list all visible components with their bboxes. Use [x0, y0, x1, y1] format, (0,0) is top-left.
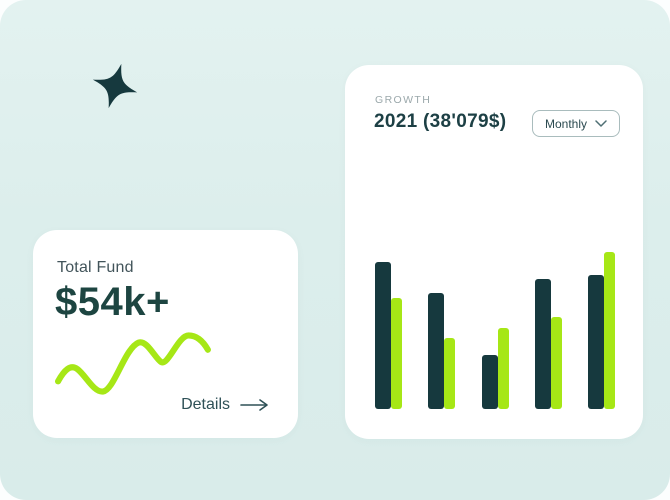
total-fund-card: Total Fund $54k+ Details: [33, 230, 298, 438]
bar-group-g1: [375, 262, 402, 409]
details-label: Details: [181, 396, 230, 413]
arrow-right-icon: [240, 399, 268, 411]
bar-dark-g3: [481, 355, 498, 409]
bar-lime-g3: [497, 328, 509, 409]
growth-bar-chart: [375, 249, 615, 409]
growth-eyebrow: GROWTH: [375, 94, 432, 106]
bar-group-g3: [481, 328, 509, 409]
bar-dark-g2: [428, 293, 445, 409]
bar-group-g4: [534, 279, 562, 409]
details-link[interactable]: Details: [181, 396, 270, 414]
bar-lime-g1: [391, 298, 402, 409]
total-fund-value: $54k+: [55, 280, 170, 324]
period-dropdown[interactable]: Monthly: [531, 110, 620, 137]
bar-lime-g2: [444, 338, 456, 409]
fund-sparkline-chart: [55, 332, 211, 395]
sparkle-icon: [92, 63, 138, 109]
bar-dark-g1: [375, 262, 391, 409]
bar-dark-g5: [588, 275, 604, 409]
chevron-down-icon: [595, 120, 607, 127]
bar-dark-g4: [534, 279, 551, 409]
total-fund-label: Total Fund: [57, 259, 134, 276]
sparkline-path: [55, 332, 211, 395]
bar-lime-g4: [550, 317, 562, 409]
bar-group-g5: [588, 252, 615, 409]
period-dropdown-value: Monthly: [544, 116, 587, 131]
growth-card: GROWTH 2021 (38'079$) Monthly: [345, 65, 643, 439]
growth-title: 2021 (38'079$): [374, 111, 507, 132]
bar-lime-g5: [604, 252, 615, 409]
bar-group-g2: [428, 293, 456, 409]
sparkle-shape: [92, 63, 138, 109]
